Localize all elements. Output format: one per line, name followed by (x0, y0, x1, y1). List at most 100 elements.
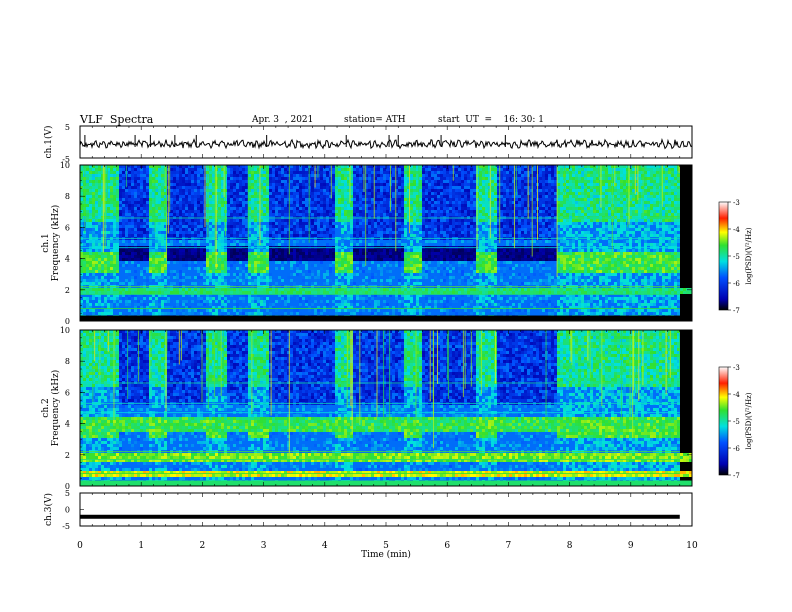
spec-cell (236, 243, 239, 246)
spec-cell (119, 183, 122, 186)
spec-cell (104, 264, 107, 267)
spec-cell (386, 261, 389, 264)
spec-cell (92, 291, 95, 294)
spec-cell (227, 207, 230, 210)
spec-cell (377, 288, 380, 291)
spec-cell (293, 198, 296, 201)
spec-cell (398, 279, 401, 282)
spec-cell (191, 282, 194, 285)
spec-cell (311, 207, 314, 210)
spec-cell (122, 294, 125, 297)
spec-cell (416, 222, 419, 225)
spec-cell (128, 309, 131, 312)
spec-cell (299, 261, 302, 264)
spec-cell (269, 216, 272, 219)
spec-cell (113, 225, 116, 228)
spec-cell (377, 177, 380, 180)
spec-cell (113, 231, 116, 234)
spec-cell (209, 291, 212, 294)
spec-cell (425, 204, 428, 207)
spec-cell (290, 312, 293, 315)
spec-cell (194, 255, 197, 258)
spec-cell (122, 228, 125, 231)
spec-cell (158, 312, 161, 315)
spec-cell (302, 234, 305, 237)
spec-cell (101, 183, 104, 186)
spec-cell (272, 255, 275, 258)
spec-cell (83, 267, 86, 270)
spec-cell (398, 255, 401, 258)
spec-cell (335, 210, 338, 213)
spec-cell (164, 219, 167, 222)
spec-cell (416, 177, 419, 180)
spec-cell (353, 288, 356, 291)
spec-cell (353, 258, 356, 261)
spec-cell (119, 213, 122, 216)
spec-cell (209, 312, 212, 315)
spec-cell (380, 258, 383, 261)
spec-cell (386, 210, 389, 213)
spec-cell (371, 168, 374, 171)
spec-cell (104, 279, 107, 282)
spec-cell (80, 204, 83, 207)
spec-cell (419, 258, 422, 261)
spec-cell (86, 264, 89, 267)
spec-cell (167, 258, 170, 261)
spec-cell (146, 204, 149, 207)
spec-cell (185, 183, 188, 186)
spec-cell (413, 258, 416, 261)
spec-cell (221, 219, 224, 222)
spec-cell (260, 165, 263, 168)
spec-cell (119, 240, 122, 243)
spec-cell (239, 231, 242, 234)
spec-cell (347, 267, 350, 270)
spec-cell (311, 252, 314, 255)
spec-cell (389, 225, 392, 228)
spec-cell (179, 198, 182, 201)
spec-cell (209, 183, 212, 186)
spec-cell (95, 165, 98, 168)
spec-cell (293, 258, 296, 261)
spec-cell (176, 177, 179, 180)
spec-cell (194, 201, 197, 204)
spec-cell (263, 198, 266, 201)
spec-cell (257, 171, 260, 174)
spec-cell (287, 201, 290, 204)
spec-cell (131, 186, 134, 189)
spec-cell (200, 192, 203, 195)
spec-cell (254, 312, 257, 315)
spec-cell (389, 243, 392, 246)
spec-cell (149, 240, 152, 243)
spec-cell (368, 300, 371, 303)
spec-cell (233, 219, 236, 222)
spec-cell (356, 225, 359, 228)
spec-cell (167, 312, 170, 315)
spec-cell (152, 267, 155, 270)
spec-cell (281, 267, 284, 270)
spec-cell (389, 228, 392, 231)
spec-cell (314, 213, 317, 216)
spec-cell (341, 306, 344, 309)
spec-cell (389, 282, 392, 285)
spec-cell (254, 309, 257, 312)
spec-cell (176, 228, 179, 231)
spec-cell (197, 267, 200, 270)
spec-cell (431, 276, 434, 279)
spec-cell (425, 198, 428, 201)
spec-cell (326, 249, 329, 252)
spec-cell (281, 195, 284, 198)
spec-cell (218, 270, 221, 273)
spec-cell (386, 168, 389, 171)
spec-cell (311, 177, 314, 180)
spec-cell (281, 201, 284, 204)
spec-cell (416, 201, 419, 204)
spec-cell (146, 225, 149, 228)
spec-cell (416, 306, 419, 309)
spec-cell (350, 228, 353, 231)
spec-cell (140, 222, 143, 225)
spec-cell (347, 291, 350, 294)
spec-cell (173, 231, 176, 234)
spec-cell (371, 192, 374, 195)
spec-cell (410, 303, 413, 306)
spec-cell (113, 204, 116, 207)
